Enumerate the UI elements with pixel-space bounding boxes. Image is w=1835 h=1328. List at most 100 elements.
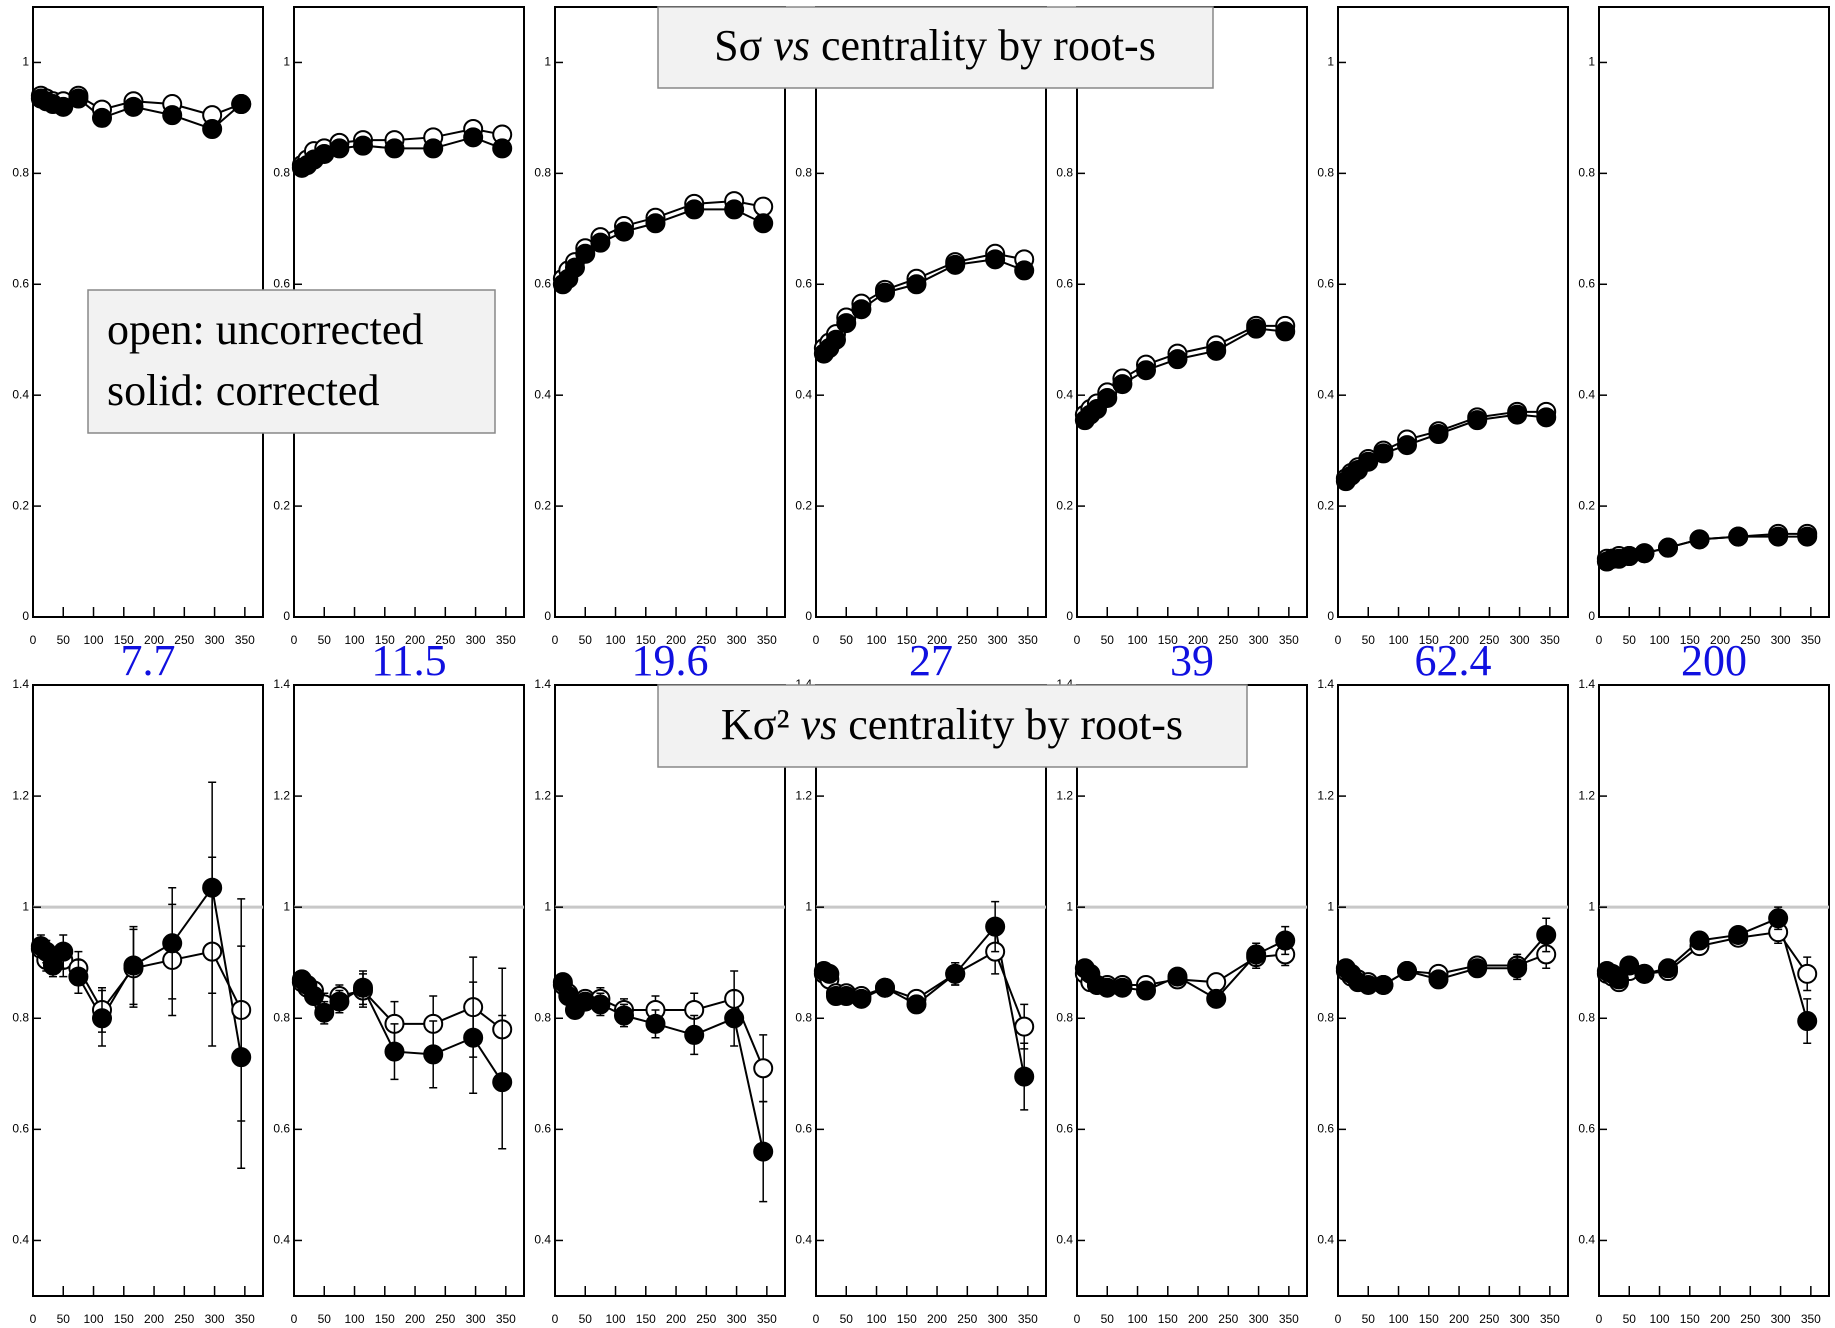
x-tick-label: 350 xyxy=(1018,1312,1038,1326)
marker xyxy=(614,221,634,242)
y-tick-label: 0.4 xyxy=(12,1233,29,1247)
marker xyxy=(614,1005,634,1026)
marker xyxy=(1536,924,1557,945)
y-tick-label: 0.8 xyxy=(1578,166,1595,180)
x-tick-label: 350 xyxy=(1279,1312,1299,1326)
y-tick-label: 1 xyxy=(283,899,290,913)
y-tick-label: 0.2 xyxy=(534,498,551,512)
x-tick-label: 250 xyxy=(435,1312,455,1326)
y-tick-label: 0.2 xyxy=(1056,498,1073,512)
marker xyxy=(1507,958,1528,979)
marker xyxy=(851,988,872,1009)
x-tick-label: 350 xyxy=(235,633,255,647)
x-tick-label: 200 xyxy=(666,1312,686,1326)
x-tick-label: 100 xyxy=(84,633,104,647)
panels: 00.20.40.60.810 50 100 150 200 250 300 35000.20… xyxy=(12,6,1830,1326)
marker xyxy=(463,127,484,148)
marker xyxy=(1689,930,1710,951)
y-tick-label: 0.4 xyxy=(534,1233,551,1247)
y-tick-label: 1.2 xyxy=(273,788,290,802)
x-tick-label: 200 xyxy=(1449,633,1469,647)
x-tick-label: 50 xyxy=(318,1312,332,1326)
x-tick-label: 0 xyxy=(291,633,298,647)
x-tick-label: 100 xyxy=(1650,633,1670,647)
y-tick-label: 1 xyxy=(1327,899,1334,913)
x-tick-label: 350 xyxy=(757,1312,777,1326)
y-tick-label: 0.8 xyxy=(795,1010,812,1024)
marker xyxy=(590,232,611,253)
y-tick-label: 0.2 xyxy=(1317,498,1334,512)
marker xyxy=(1167,349,1188,370)
y-tick-label: 1 xyxy=(544,899,551,913)
marker xyxy=(92,1008,112,1029)
marker xyxy=(684,199,705,220)
panel-frame xyxy=(1598,6,1830,618)
marker xyxy=(1797,526,1818,547)
x-tick-label: 200 xyxy=(1710,633,1730,647)
marker xyxy=(1275,321,1296,342)
y-tick-label: 0.8 xyxy=(534,1010,551,1024)
y-tick-label: 0.8 xyxy=(1578,1010,1595,1024)
x-tick-label: 100 xyxy=(1128,633,1148,647)
x-tick-label: 100 xyxy=(345,1312,365,1326)
x-tick-label: 300 xyxy=(1249,633,1269,647)
marker xyxy=(92,107,112,128)
energy-label: 7.7 xyxy=(121,636,176,685)
marker xyxy=(1768,526,1789,547)
y-tick-label: 0.4 xyxy=(1317,387,1334,401)
x-tick-label: 300 xyxy=(1771,1312,1791,1326)
top-title: Sσ vs centrality by root-s xyxy=(714,21,1156,70)
x-tick-label: 200 xyxy=(405,1312,425,1326)
marker xyxy=(1428,969,1449,990)
marker xyxy=(564,257,585,278)
marker xyxy=(945,963,966,984)
y-tick-label: 1.4 xyxy=(273,677,290,691)
x-tick-label: 250 xyxy=(1740,1312,1760,1326)
x-tick-label: 250 xyxy=(1479,1312,1499,1326)
marker xyxy=(1728,924,1749,945)
y-tick-label: 1.2 xyxy=(795,788,812,802)
x-tick-label: 150 xyxy=(114,1312,134,1326)
y-tick-label: 0.4 xyxy=(1056,1233,1073,1247)
marker xyxy=(590,994,611,1015)
marker xyxy=(1658,958,1678,979)
x-tick-label: 200 xyxy=(666,633,686,647)
y-tick-label: 0.6 xyxy=(1578,1122,1595,1136)
marker xyxy=(353,977,373,998)
marker xyxy=(492,1072,513,1093)
y-tick-label: 0.2 xyxy=(1578,498,1595,512)
y-tick-label: 0.8 xyxy=(795,166,812,180)
x-tick-label: 150 xyxy=(1680,633,1700,647)
x-tick-label: 250 xyxy=(696,633,716,647)
x-tick-label: 300 xyxy=(988,633,1008,647)
y-tick-label: 1 xyxy=(1588,55,1595,69)
marker xyxy=(645,213,666,234)
marker xyxy=(303,986,324,1007)
marker xyxy=(1797,1011,1818,1032)
marker xyxy=(384,138,405,159)
marker xyxy=(724,1008,745,1029)
y-tick-label: 0.6 xyxy=(795,276,812,290)
title-part: Kσ² xyxy=(721,700,790,749)
y-tick-label: 0.2 xyxy=(12,498,29,512)
x-tick-label: 200 xyxy=(927,1312,947,1326)
x-tick-label: 0 xyxy=(30,1312,37,1326)
marker xyxy=(1014,1016,1035,1037)
y-tick-label: 1 xyxy=(805,899,812,913)
marker xyxy=(1768,908,1789,929)
x-tick-label: 300 xyxy=(727,1312,747,1326)
marker xyxy=(1358,451,1379,472)
x-tick-label: 0 xyxy=(813,1312,820,1326)
title-box xyxy=(657,684,1248,768)
x-tick-label: 350 xyxy=(757,633,777,647)
y-tick-label: 0.6 xyxy=(1056,276,1073,290)
x-tick-label: 50 xyxy=(318,633,332,647)
y-tick-label: 0.6 xyxy=(1317,1122,1334,1136)
y-tick-label: 0.4 xyxy=(795,387,812,401)
y-tick-label: 0.4 xyxy=(534,387,551,401)
panel-frame xyxy=(32,684,264,1297)
x-tick-label: 0 xyxy=(1596,1312,1603,1326)
x-tick-label: 150 xyxy=(1680,1312,1700,1326)
x-tick-label: 100 xyxy=(1389,633,1409,647)
